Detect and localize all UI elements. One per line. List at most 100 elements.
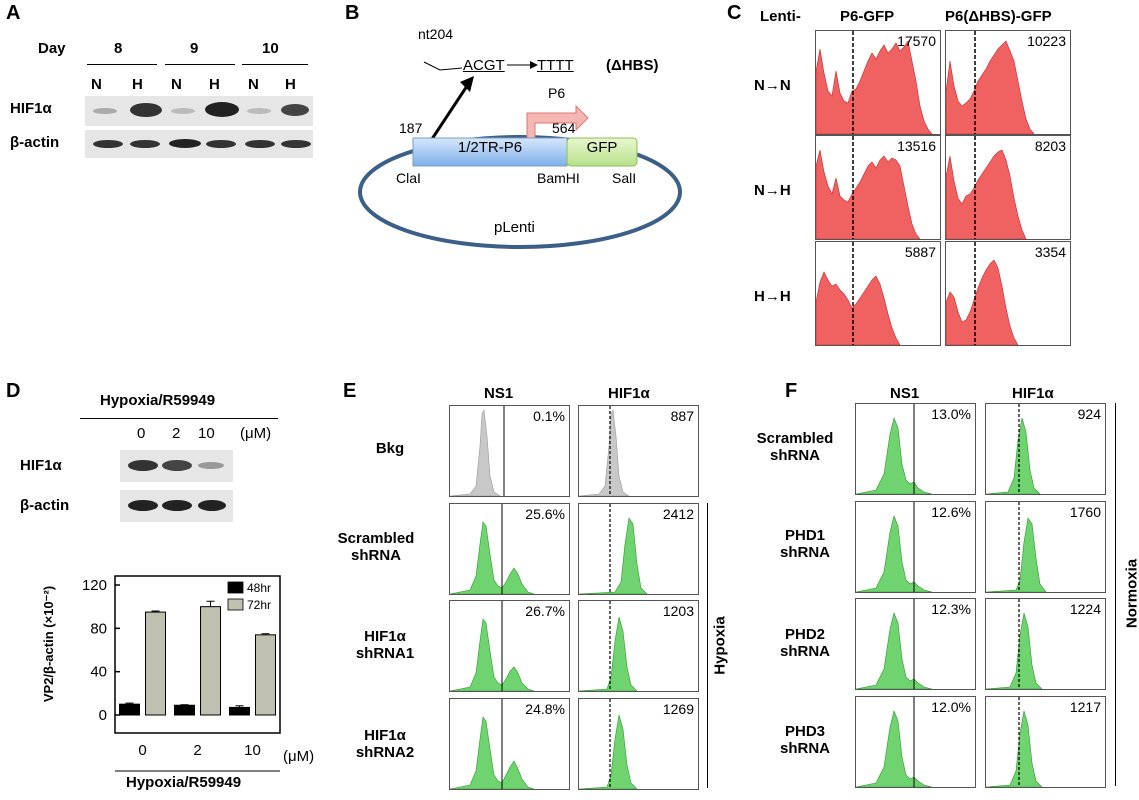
hist-c-nn-dhbs: 10223 [945,30,1071,135]
hist-f-ns1-phd1: 12.6% [855,501,976,593]
mut-seq: TTTT [537,57,574,74]
c-value: 5887 [904,244,936,260]
hypoxia-label: Hypoxia [711,616,729,675]
e-col-ns1: NS1 [484,385,514,402]
y-tick-label: 120 [82,577,107,594]
nt204-label: nt204 [418,26,454,42]
e-row-label: Bkg [375,440,405,457]
y-tick-label: 80 [90,620,107,637]
hist-c-nh-p6: 13516 [815,135,941,240]
x-unit-label: (μM) [283,748,315,765]
c-value: 8203 [1034,138,1066,154]
promoter-label: P6 [548,85,566,101]
hist-f-hif-phd3: 1217 [985,696,1106,788]
c-row-hh: H→H [754,288,791,305]
mut-name: (ΔHBS) [606,57,659,74]
hif1a-blot-a [85,96,313,126]
f-hif-value: 1217 [1069,699,1101,715]
cond-label: N [91,76,102,93]
f-row-label: PHD1 shRNA [779,527,830,561]
bar-72hr [200,606,221,716]
plenti-label: pLenti [494,219,535,236]
f-col-ns1: NS1 [890,385,920,402]
hist-e-ns1-sh1: 26.7% [449,600,570,692]
f-ns1-value: 12.6% [931,504,971,520]
normoxia-bracket [1115,403,1116,786]
e-ns1-value: 26.7% [525,603,565,619]
hist-c-hh-dhbs: 3354 [945,241,1071,346]
c-row-nh: N→H [754,182,791,199]
c-value: 13516 [897,138,936,154]
pos-187: 187 [399,120,423,136]
lenti-label: Lenti- [760,8,801,25]
d-treatment-line [80,418,278,419]
bar-48hr [119,703,140,716]
e-ns1-value: 0.1% [533,408,565,424]
gfp-box [566,137,638,167]
clai-label: ClaI [396,170,421,186]
panel-c-label: C [727,2,742,24]
f-row-label: PHD2 shRNA [779,626,830,660]
hist-e-hif-sh1: 1203 [578,600,699,692]
sali-label: SalI [612,170,637,186]
cond-label: H [209,76,220,93]
hist-e-ns1-sh2: 24.8% [449,698,570,790]
cond-label: N [248,76,259,93]
plasmid-diagram [358,61,682,249]
hist-e-hif-bkg: 887 [578,405,699,497]
blot-row-label: β-actin [10,134,60,151]
f-ns1-value: 13.0% [931,406,971,422]
hist-e-hif-scr: 2412 [578,503,699,595]
hist-c-hh-p6: 5887 [815,241,941,346]
x-tick-label: 10 [244,742,261,759]
c-value: 17570 [897,33,936,49]
wt-seq: ACGT [463,57,505,74]
cond-label: H [132,76,143,93]
hist-f-ns1-phd2: 12.3% [855,598,976,690]
cond-label: N [171,76,182,93]
x-title: Hypoxia/R59949 [126,774,242,791]
hist-e-ns1-bkg: 0.1% [449,405,570,497]
bar-72hr [255,634,276,716]
hist-f-hif-phd1: 1760 [985,501,1106,593]
bar-72hr [145,611,166,716]
e-hif-value: 2412 [662,506,694,522]
f-col-hif: HIF1α [1012,385,1054,402]
e-ns1-value: 24.8% [525,701,565,717]
bamhi-label: BamHI [537,170,580,186]
f-ns1-value: 12.0% [931,699,971,715]
e-hif-value: 1269 [662,701,694,717]
c-row-nn: N→N [754,77,791,94]
x-tick-label: 2 [193,742,201,759]
hist-f-hif-scr: 924 [985,403,1106,495]
e-ns1-value: 25.6% [525,506,565,522]
e-hif-value: 1203 [662,603,694,619]
cond-label: H [285,76,296,93]
legend-swatch [227,598,244,611]
d-dose-2: 2 [172,425,181,442]
legend-label: 72hr [247,598,271,612]
hist-f-hif-phd2: 1224 [985,598,1106,690]
f-ns1-value: 12.3% [931,601,971,617]
bar-48hr [229,706,250,716]
day-9-line [165,64,235,65]
panel-b-label: B [345,2,360,24]
c-col-p6dhbs: P6(ΔHBS)-GFP [945,8,1052,25]
normoxia-label: Normoxia [1123,558,1139,629]
x-tick-label: 0 [138,742,146,759]
y-tick-label: 0 [99,707,107,724]
day-10-label: 10 [262,40,279,57]
day-8-line [87,64,157,65]
d-dose-unit: (μM) [240,425,272,442]
panel-e-label: E [343,380,357,402]
actin-blot-d [120,490,233,522]
day-8-label: 8 [114,40,123,57]
hif1a-blot-d [120,450,233,482]
d-row-hif: HIF1α [20,457,62,474]
e-row-label: HIF1α shRNA2 [355,727,415,761]
hist-e-ns1-scr: 25.6% [449,503,570,595]
c-value: 3354 [1034,244,1066,260]
hypoxia-bracket [707,503,708,788]
f-hif-value: 1760 [1069,504,1101,520]
e-col-hif: HIF1α [608,385,650,402]
